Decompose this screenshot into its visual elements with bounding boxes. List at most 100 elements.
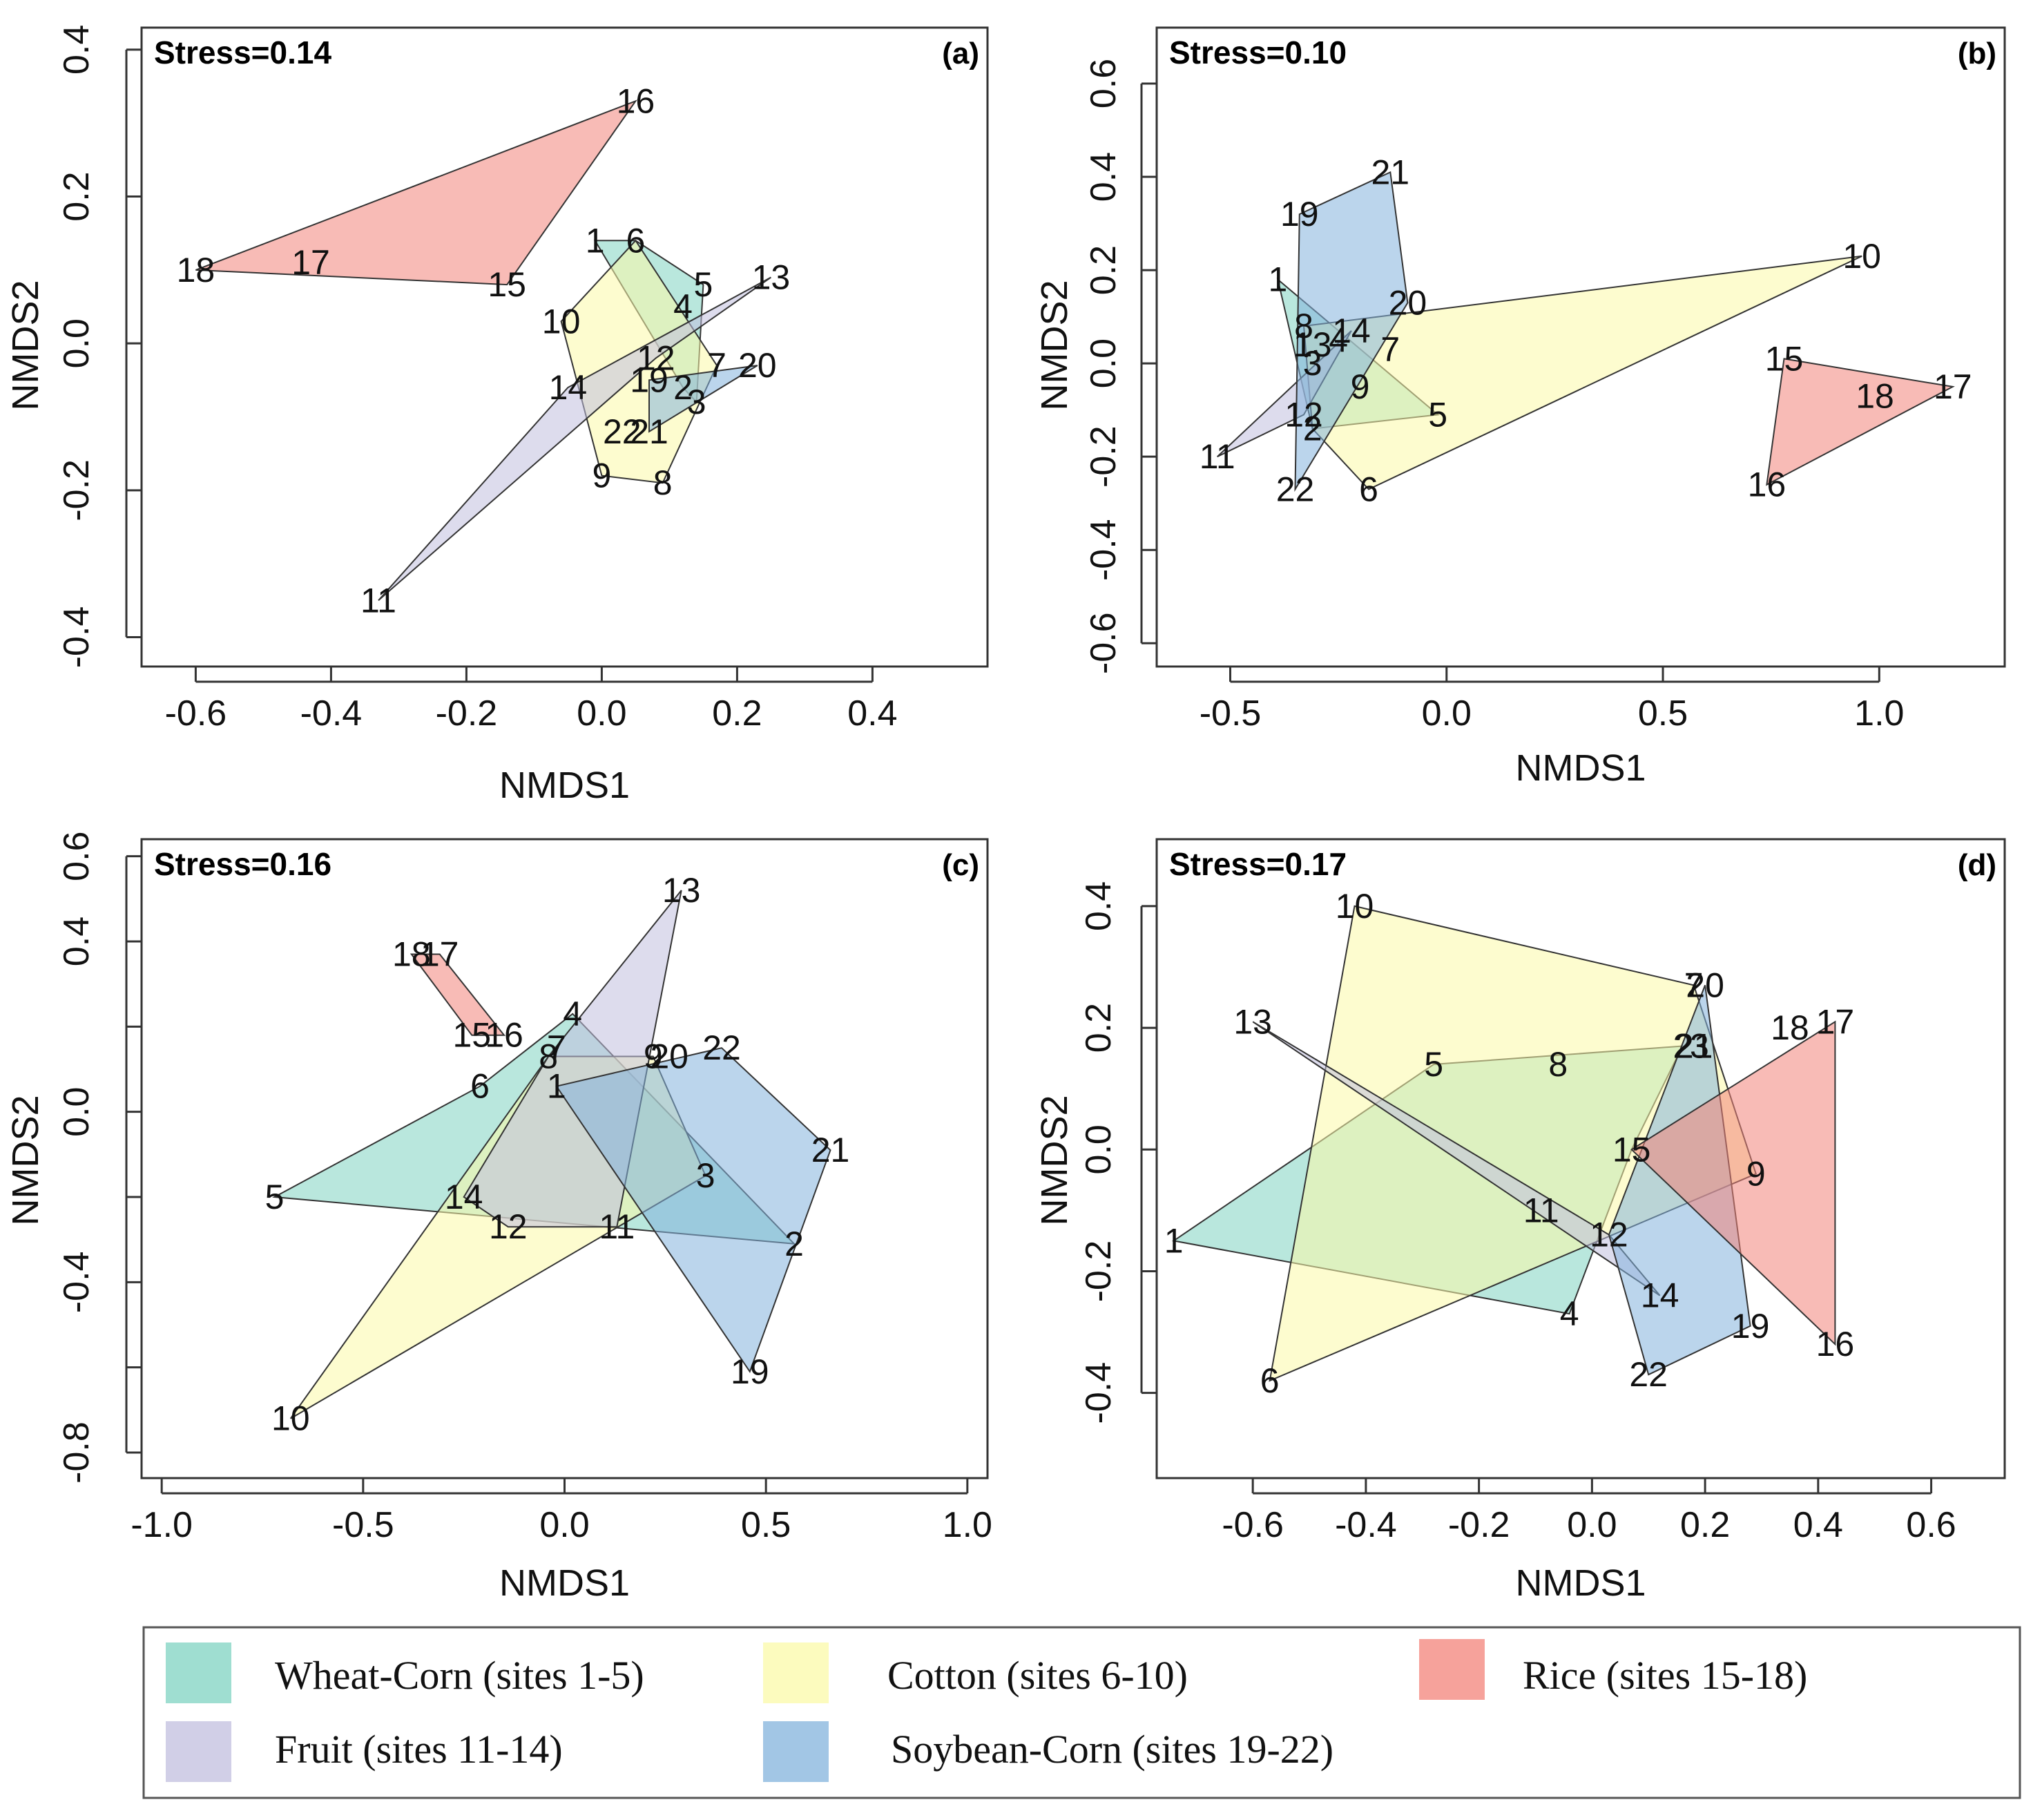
y-tick-label: -0.6 xyxy=(1083,612,1124,674)
y-tick-label: 0.6 xyxy=(1083,59,1124,108)
site-label: 2 xyxy=(784,1225,804,1263)
y-tick-label: 0.4 xyxy=(57,25,97,75)
site-label: 4 xyxy=(673,287,693,326)
stress-value: Stress=0.10 xyxy=(1169,35,1347,70)
site-label: 7 xyxy=(547,1028,566,1067)
site-label: 18 xyxy=(177,251,215,289)
site-label: 14 xyxy=(1641,1276,1679,1315)
site-label: 22 xyxy=(702,1028,741,1067)
site-label: 18 xyxy=(392,935,431,974)
x-tick-label: -0.5 xyxy=(1200,693,1262,734)
x-tick-label: -0.5 xyxy=(332,1505,394,1545)
site-label: 10 xyxy=(542,302,581,341)
y-tick-label: -0.8 xyxy=(57,1421,97,1484)
site-label: 1 xyxy=(1164,1221,1184,1260)
site-label: 5 xyxy=(1428,395,1447,434)
site-label: 1 xyxy=(586,221,605,260)
site-label: 21 xyxy=(630,412,668,451)
site-label: 1 xyxy=(547,1067,566,1106)
hull-rice xyxy=(1766,358,1955,486)
x-tick-label: 0.2 xyxy=(1680,1505,1730,1545)
x-tick-label: -0.4 xyxy=(300,693,363,734)
hull-rice xyxy=(1630,1020,1836,1346)
hull-rice xyxy=(410,953,506,1036)
site-label: 9 xyxy=(644,1037,663,1076)
y-axis-label: NMDS2 xyxy=(1034,280,1075,410)
x-tick-label: 1.0 xyxy=(943,1505,992,1545)
site-label: 20 xyxy=(650,1037,688,1076)
site-label: 20 xyxy=(738,346,777,385)
site-label: 6 xyxy=(626,221,645,260)
site-label: 22 xyxy=(1276,470,1315,508)
y-tick-label: 0.0 xyxy=(57,1087,97,1137)
site-label: 13 xyxy=(1293,325,1332,364)
plot-frame xyxy=(1155,838,2006,1479)
x-tick-label: 0.0 xyxy=(1422,693,1472,734)
y-tick-label: -0.2 xyxy=(1083,425,1124,488)
hull-fruit xyxy=(378,276,771,602)
plot-frame xyxy=(1155,26,2006,668)
site-label: 9 xyxy=(1746,1155,1766,1194)
panel-label: (b) xyxy=(1958,37,1996,70)
site-label: 16 xyxy=(617,82,655,120)
site-label: 17 xyxy=(291,243,330,282)
site-label: 7 xyxy=(1380,330,1400,369)
site-label: 3 xyxy=(696,1156,715,1195)
site-label: 19 xyxy=(731,1352,769,1391)
site-label: 3 xyxy=(1303,344,1322,383)
x-tick-label: -0.4 xyxy=(1335,1505,1397,1545)
site-label: 4 xyxy=(1329,320,1348,359)
site-label: 1 xyxy=(1268,260,1287,299)
site-label: 11 xyxy=(360,581,396,620)
x-axis-label: NMDS1 xyxy=(1515,747,1646,789)
x-tick-label: 0.0 xyxy=(539,1505,589,1545)
x-tick-label: -0.2 xyxy=(1448,1505,1510,1545)
site-label: 10 xyxy=(271,1399,310,1438)
site-label: 2 xyxy=(1673,1027,1692,1066)
x-tick-label: -0.6 xyxy=(165,693,227,734)
legend-label-wheat-corn: Wheat-Corn (sites 1-5) xyxy=(275,1653,644,1698)
site-label: 20 xyxy=(1686,966,1724,1004)
plot-frame xyxy=(140,26,989,668)
site-label: 17 xyxy=(1934,367,1972,406)
y-tick-label: 0.4 xyxy=(57,917,97,966)
x-tick-label: -1.0 xyxy=(131,1505,193,1545)
site-label: 10 xyxy=(1336,887,1374,926)
y-tick-label: 0.0 xyxy=(1079,1124,1119,1174)
legend-swatch-fruit xyxy=(166,1721,231,1782)
y-tick-label: 0.2 xyxy=(57,171,97,221)
x-tick-label: 0.5 xyxy=(1638,693,1688,734)
y-axis-label: NMDS2 xyxy=(5,280,46,410)
hull-rice xyxy=(195,99,638,286)
y-axis-label: NMDS2 xyxy=(1034,1095,1075,1225)
site-label: 21 xyxy=(811,1131,850,1169)
x-tick-label: 0.0 xyxy=(577,693,626,734)
panel-label: (a) xyxy=(942,37,979,70)
x-tick-label: 0.4 xyxy=(847,693,897,734)
x-axis-label: NMDS1 xyxy=(499,1562,630,1604)
x-tick-label: 1.0 xyxy=(1854,693,1904,734)
y-tick-label: 0.2 xyxy=(1079,1003,1119,1053)
y-tick-label: -0.4 xyxy=(57,1252,97,1314)
site-label: 8 xyxy=(539,1037,558,1076)
y-tick-label: 0.6 xyxy=(57,832,97,881)
site-label: 7 xyxy=(707,346,726,385)
site-label: 14 xyxy=(549,368,588,407)
site-label: 18 xyxy=(1771,1008,1809,1047)
legend-label-soybean-corn: Soybean-Corn (sites 19-22) xyxy=(891,1727,1333,1772)
y-tick-label: -0.4 xyxy=(57,606,97,669)
hull-soy xyxy=(648,365,758,433)
site-label: 3 xyxy=(687,383,706,421)
site-label: 8 xyxy=(653,463,673,502)
site-label: 16 xyxy=(1816,1325,1855,1363)
legend-swatch-wheat-corn xyxy=(166,1642,231,1703)
site-label: 2 xyxy=(673,368,693,407)
site-label: 15 xyxy=(1612,1130,1651,1169)
site-label: 4 xyxy=(563,995,582,1033)
site-label: 5 xyxy=(1424,1045,1443,1084)
site-label: 11 xyxy=(1200,437,1235,476)
y-tick-label: 0.2 xyxy=(1083,245,1124,295)
